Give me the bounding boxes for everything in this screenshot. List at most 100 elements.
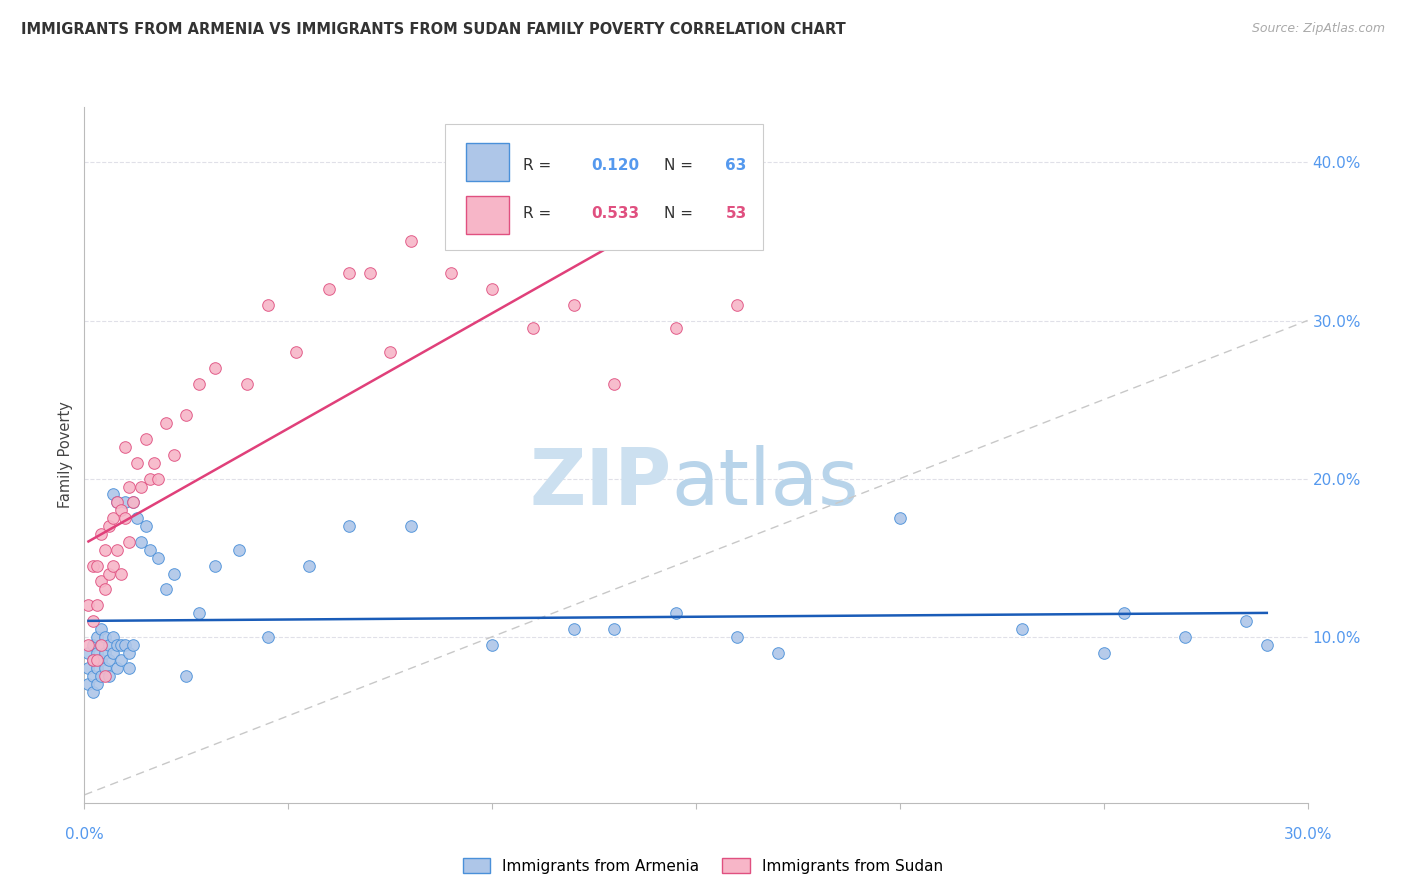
- Point: [665, 321, 688, 335]
- Point: [86, 646, 108, 660]
- Point: [1174, 630, 1197, 644]
- Point: [665, 606, 688, 620]
- Point: [603, 376, 626, 391]
- Point: [110, 653, 132, 667]
- Point: [77, 677, 100, 691]
- Bar: [465, 143, 509, 181]
- Point: [131, 479, 153, 493]
- Point: [359, 266, 381, 280]
- Point: [522, 321, 544, 335]
- Point: [82, 669, 104, 683]
- Point: [118, 534, 141, 549]
- Point: [440, 266, 463, 280]
- Point: [105, 661, 128, 675]
- Point: [101, 558, 124, 573]
- Point: [86, 661, 108, 675]
- Point: [105, 495, 128, 509]
- Point: [86, 558, 108, 573]
- Point: [86, 677, 108, 691]
- Point: [101, 511, 124, 525]
- Point: [105, 638, 128, 652]
- Point: [257, 298, 280, 312]
- Point: [93, 669, 117, 683]
- Text: N =: N =: [664, 158, 697, 173]
- Point: [90, 622, 112, 636]
- Point: [562, 622, 585, 636]
- Point: [399, 235, 422, 249]
- Point: [114, 495, 136, 509]
- Point: [97, 519, 120, 533]
- Point: [93, 661, 117, 675]
- Point: [105, 542, 128, 557]
- Point: [285, 345, 308, 359]
- Point: [176, 409, 198, 423]
- Point: [101, 630, 124, 644]
- Point: [127, 511, 149, 525]
- Point: [110, 503, 132, 517]
- Point: [86, 653, 108, 667]
- Point: [725, 298, 748, 312]
- Point: [135, 432, 157, 446]
- Point: [236, 376, 259, 391]
- Point: [101, 487, 124, 501]
- Bar: [465, 196, 509, 235]
- Point: [1236, 614, 1258, 628]
- Point: [82, 558, 104, 573]
- Point: [90, 574, 112, 589]
- Point: [380, 345, 402, 359]
- Point: [399, 519, 422, 533]
- Point: [90, 669, 112, 683]
- Point: [122, 495, 145, 509]
- Text: 63: 63: [725, 158, 747, 173]
- Point: [298, 558, 321, 573]
- Point: [77, 661, 100, 675]
- Point: [82, 614, 104, 628]
- Point: [86, 630, 108, 644]
- Point: [97, 669, 120, 683]
- Point: [118, 479, 141, 493]
- Text: IMMIGRANTS FROM ARMENIA VS IMMIGRANTS FROM SUDAN FAMILY POVERTY CORRELATION CHAR: IMMIGRANTS FROM ARMENIA VS IMMIGRANTS FR…: [21, 22, 846, 37]
- Point: [90, 653, 112, 667]
- Y-axis label: Family Poverty: Family Poverty: [58, 401, 73, 508]
- Point: [82, 653, 104, 667]
- Point: [187, 376, 209, 391]
- Point: [118, 646, 141, 660]
- Point: [1092, 646, 1115, 660]
- Point: [481, 282, 503, 296]
- Text: 0.120: 0.120: [591, 158, 638, 173]
- Point: [97, 638, 120, 652]
- Point: [257, 630, 280, 644]
- Point: [90, 638, 112, 652]
- Point: [110, 566, 132, 581]
- Point: [93, 630, 117, 644]
- Legend: Immigrants from Armenia, Immigrants from Sudan: Immigrants from Armenia, Immigrants from…: [457, 852, 949, 880]
- Point: [127, 456, 149, 470]
- Text: 53: 53: [725, 205, 747, 220]
- Point: [204, 360, 226, 375]
- Text: R =: R =: [523, 158, 557, 173]
- Point: [889, 511, 911, 525]
- Point: [82, 685, 104, 699]
- Point: [163, 566, 186, 581]
- Point: [135, 519, 157, 533]
- Point: [339, 519, 361, 533]
- Text: 30.0%: 30.0%: [1284, 827, 1331, 842]
- Point: [82, 638, 104, 652]
- Point: [77, 598, 100, 612]
- Point: [77, 638, 100, 652]
- Point: [481, 638, 503, 652]
- Text: Source: ZipAtlas.com: Source: ZipAtlas.com: [1251, 22, 1385, 36]
- Text: atlas: atlas: [672, 445, 859, 521]
- Text: 0.0%: 0.0%: [65, 827, 104, 842]
- Point: [187, 606, 209, 620]
- Point: [228, 542, 250, 557]
- Point: [122, 638, 145, 652]
- Point: [97, 566, 120, 581]
- Point: [204, 558, 226, 573]
- Point: [766, 646, 789, 660]
- Point: [97, 653, 120, 667]
- Point: [142, 456, 165, 470]
- Point: [146, 550, 169, 565]
- Point: [82, 653, 104, 667]
- Point: [603, 622, 626, 636]
